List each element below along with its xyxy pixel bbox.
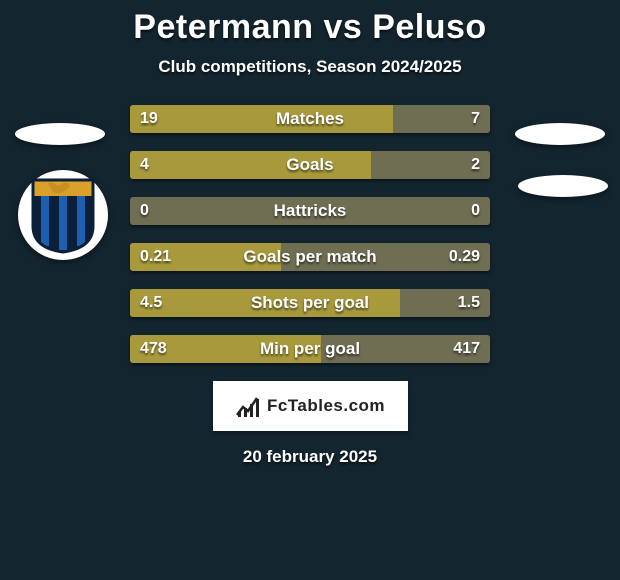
stat-row: 42Goals <box>130 151 490 179</box>
stat-row: 0.210.29Goals per match <box>130 243 490 271</box>
stat-row: 4.51.5Shots per goal <box>130 289 490 317</box>
footer-date: 20 february 2025 <box>0 447 620 467</box>
brand-logo-icon <box>235 393 261 419</box>
brand-text: FcTables.com <box>267 396 385 416</box>
stat-row: 00Hattricks <box>130 197 490 225</box>
stats-bars: 197Matches 42Goals 00Hattricks 0.210.29Goal… <box>130 105 490 363</box>
stat-row: 197Matches <box>130 105 490 133</box>
player2-emblem-placeholder-1 <box>515 123 605 145</box>
page-title: Petermann vs Peluso <box>0 0 620 47</box>
stat-row: 478417Min per goal <box>130 335 490 363</box>
club-badge-shield-icon <box>30 176 96 254</box>
player2-emblem-placeholder-2 <box>518 175 608 197</box>
content-area: 197Matches 42Goals 00Hattricks 0.210.29Goal… <box>0 105 620 363</box>
club-badge <box>18 170 108 260</box>
page-subtitle: Club competitions, Season 2024/2025 <box>0 57 620 77</box>
brand-box: FcTables.com <box>213 381 408 431</box>
player1-emblem-placeholder <box>15 123 105 145</box>
